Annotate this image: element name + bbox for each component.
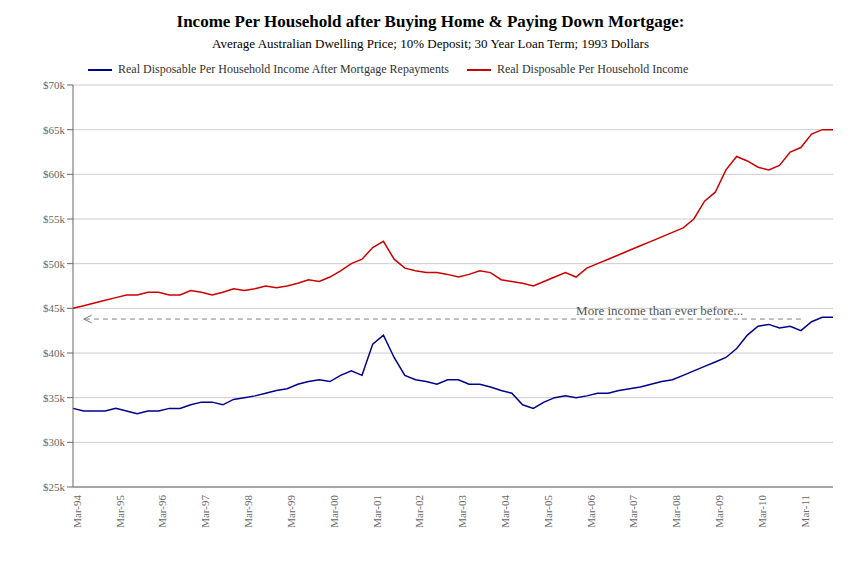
svg-text:$40k: $40k	[43, 347, 66, 359]
svg-text:Mar-02: Mar-02	[413, 495, 425, 528]
svg-text:Mar-99: Mar-99	[285, 495, 297, 528]
svg-text:$55k: $55k	[43, 213, 66, 225]
svg-text:Mar-07: Mar-07	[627, 495, 639, 528]
svg-text:Mar-09: Mar-09	[713, 495, 725, 528]
svg-text:Mar-10: Mar-10	[756, 495, 768, 528]
svg-text:$65k: $65k	[43, 124, 66, 136]
svg-text:Mar-94: Mar-94	[71, 495, 83, 528]
svg-text:Mar-08: Mar-08	[670, 495, 682, 528]
svg-text:Mar-06: Mar-06	[585, 495, 597, 528]
svg-text:Mar-95: Mar-95	[114, 495, 126, 528]
svg-text:$70k: $70k	[43, 79, 66, 91]
svg-text:$35k: $35k	[43, 392, 66, 404]
svg-text:$30k: $30k	[43, 436, 66, 448]
svg-text:$45k: $45k	[43, 302, 66, 314]
svg-text:More income than ever before..: More income than ever before...	[576, 303, 743, 318]
svg-text:$50k: $50k	[43, 258, 66, 270]
svg-text:Mar-00: Mar-00	[328, 495, 340, 528]
svg-text:$60k: $60k	[43, 168, 66, 180]
svg-text:$25k: $25k	[43, 481, 66, 493]
svg-text:Mar-96: Mar-96	[156, 495, 168, 528]
svg-text:Mar-05: Mar-05	[542, 495, 554, 528]
svg-text:Mar-98: Mar-98	[242, 495, 254, 528]
html-text:Real Disposable Per Household: Real Disposable Per Household Income	[496, 62, 689, 76]
html-text:Average Australian Dwelling Pr: Average Australian Dwelling Price; 10% D…	[212, 36, 649, 51]
svg-text:Mar-01: Mar-01	[371, 495, 383, 528]
html-text:Income Per Household after Buy: Income Per Household after Buying Home &…	[176, 12, 685, 31]
svg-text:Mar-11: Mar-11	[799, 495, 811, 527]
svg-text:Mar-04: Mar-04	[499, 495, 511, 528]
html-text:Real Disposable Per Household: Real Disposable Per Household Income Aft…	[118, 62, 449, 76]
svg-text:Mar-97: Mar-97	[199, 495, 211, 528]
svg-text:Mar-03: Mar-03	[456, 495, 468, 528]
